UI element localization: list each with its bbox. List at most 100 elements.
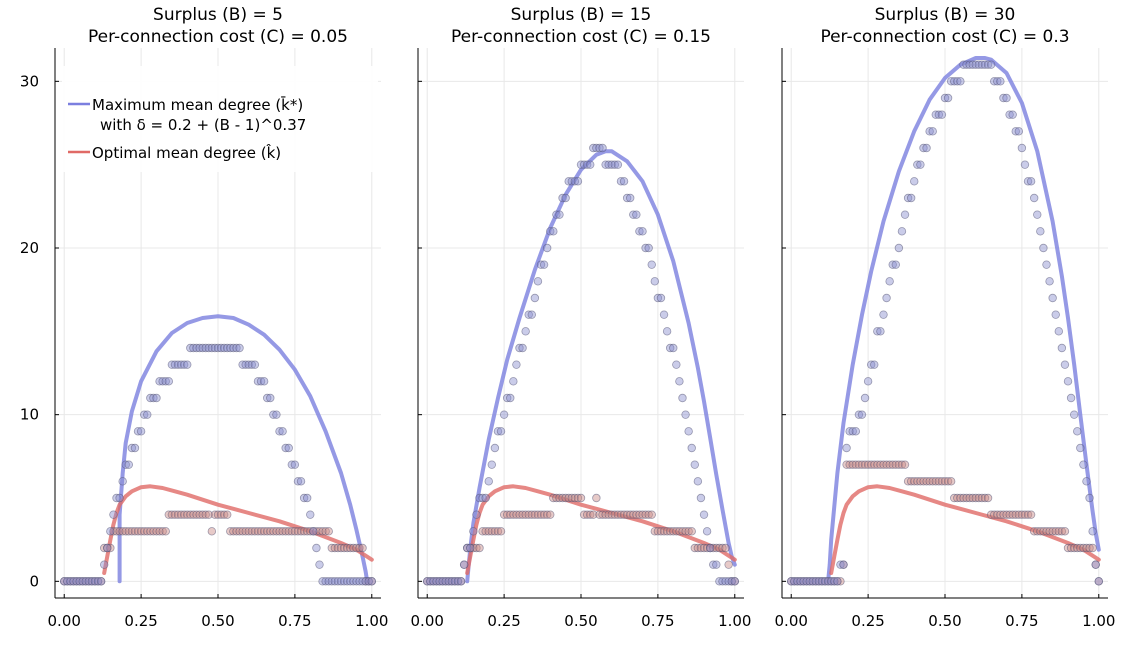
optimal-degree-point	[650, 527, 660, 536]
optimal-degree-point	[953, 493, 962, 503]
x-tick-label: 0.50	[928, 612, 961, 630]
optimal-degree-point	[521, 510, 530, 519]
optimal-degree-point	[699, 543, 709, 553]
max-degree-point	[490, 443, 500, 453]
optimal-degree-point	[656, 527, 666, 536]
max-degree-point	[669, 343, 678, 353]
optimal-degree-point	[266, 527, 275, 536]
max-degree-point	[315, 560, 324, 569]
optimal-degree-point	[158, 527, 167, 536]
optimal-degree-point	[860, 460, 870, 469]
max-degree-point	[604, 160, 613, 169]
optimal-degree-point	[1017, 510, 1027, 519]
max-degree-point	[475, 493, 484, 503]
optimal-degree-point	[956, 493, 965, 503]
max-degree-point	[913, 160, 922, 169]
optimal-degree-point	[539, 510, 549, 519]
optimal-degree-point	[681, 527, 690, 536]
optimal-degree-point	[965, 493, 974, 503]
x-tick-label: 0.25	[851, 612, 884, 630]
max-degree-point	[133, 427, 143, 436]
max-degree-point	[493, 427, 503, 436]
optimal-degree-point	[613, 510, 623, 519]
max-degree-point	[925, 127, 934, 136]
max-degree-point	[573, 177, 583, 186]
max-degree-point	[1017, 143, 1027, 153]
max-degree-point	[956, 77, 965, 86]
optimal-degree-point	[1048, 527, 1057, 536]
max-degree-point	[441, 577, 450, 586]
optimal-degree-point	[1060, 527, 1070, 536]
max-degree-point	[96, 577, 106, 586]
max-degree-point	[724, 577, 733, 586]
max-degree-point	[539, 260, 549, 269]
max-degree-point	[364, 577, 373, 586]
max-degree-point	[990, 77, 999, 86]
optimal-degree-point	[302, 527, 312, 536]
max-degree-point	[977, 60, 987, 69]
max-degree-point	[1026, 177, 1036, 186]
max-degree-point	[940, 93, 950, 103]
max-degree-point	[275, 427, 284, 436]
max-degree-point	[269, 410, 278, 419]
optimal-degree-point	[321, 527, 330, 536]
max-mean-degree-line	[117, 314, 370, 584]
max-degree-point	[827, 577, 836, 586]
optimal-degree-point	[570, 493, 580, 503]
optimal-degree-point	[1023, 510, 1033, 519]
optimal-degree-point	[272, 527, 281, 536]
optimal-degree-point	[669, 527, 678, 536]
max-degree-point	[564, 177, 573, 186]
max-degree-point	[324, 577, 333, 586]
max-degree-point	[687, 443, 696, 453]
max-degree-point	[155, 377, 164, 386]
max-degree-point	[552, 210, 561, 219]
max-degree-point	[790, 577, 799, 586]
optimal-degree-point	[607, 510, 616, 519]
optimal-degree-point	[299, 527, 309, 536]
max-degree-point	[432, 577, 441, 586]
max-degree-point	[802, 577, 811, 586]
optimal-degree-point	[586, 510, 595, 519]
max-degree-point	[882, 293, 891, 303]
max-degree-point	[796, 577, 805, 586]
optimal-degree-point	[962, 493, 971, 503]
optimal-degree-point	[179, 510, 189, 519]
optimal-degree-point	[235, 527, 244, 536]
optimal-degree-point	[139, 527, 149, 536]
optimal-degree-point	[876, 460, 885, 469]
optimal-degree-point	[155, 527, 164, 536]
max-degree-point	[309, 527, 318, 536]
optimal-degree-point	[996, 510, 1005, 519]
optimal-degree-point	[118, 527, 127, 536]
optimal-degree-point	[493, 527, 503, 536]
optimal-degree-point	[192, 510, 201, 519]
optimal-degree-point	[195, 510, 204, 519]
optimal-degree-point	[1076, 543, 1085, 553]
max-degree-point	[459, 560, 469, 569]
max-degree-point	[860, 393, 870, 403]
optimal-degree-point	[315, 527, 324, 536]
optimal-degree-point	[1066, 543, 1076, 553]
optimal-degree-point	[1036, 527, 1045, 536]
max-degree-point	[509, 377, 518, 386]
max-degree-point	[1076, 443, 1085, 453]
optimal-degree-point	[549, 493, 558, 503]
max-degree-point	[879, 310, 888, 319]
optimal-degree-point	[278, 527, 287, 536]
x-tick-label: 1.00	[718, 612, 751, 630]
max-degree-point	[836, 560, 845, 569]
max-degree-point	[999, 93, 1008, 103]
optimal-degree-point	[290, 527, 300, 536]
optimal-degree-point	[509, 510, 518, 519]
optimal-degree-point	[919, 477, 928, 486]
optimal-degree-point	[910, 477, 919, 486]
max-degree-point	[950, 77, 959, 86]
max-degree-point	[213, 343, 223, 353]
max-degree-point	[1048, 293, 1057, 303]
optimal-degree-point	[506, 510, 515, 519]
max-degree-point	[546, 227, 555, 236]
optimal-degree-point	[127, 527, 137, 536]
optimal-degree-point	[1073, 543, 1082, 553]
panel-title-line2: Per-connection cost (C) = 0.3	[820, 27, 1069, 47]
